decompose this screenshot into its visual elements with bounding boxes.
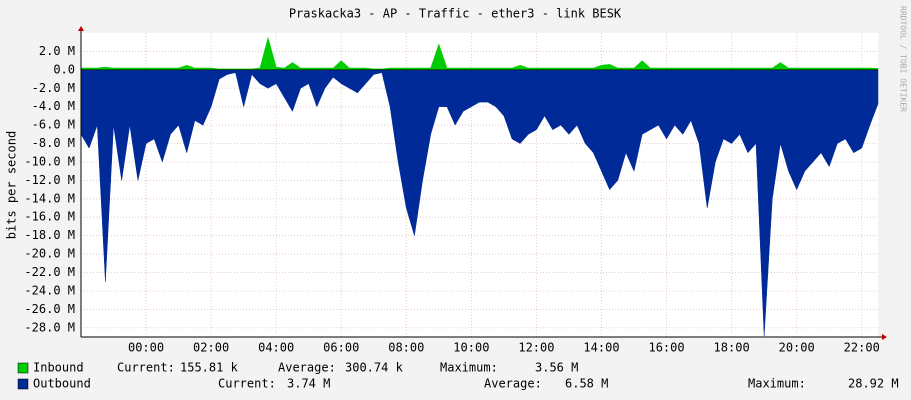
legend-stat-label: Average:	[484, 377, 542, 391]
watermark: RRDTOOL / TOBI OETIKER	[899, 6, 908, 112]
y-axis-label: bits per second	[5, 131, 19, 239]
y-tick-label: -22.0 M	[24, 265, 75, 279]
chart-title: Praskacka3 - AP - Traffic - ether3 - lin…	[289, 7, 622, 21]
x-tick-label: 22:00	[844, 341, 880, 355]
y-tick-label: 0.0	[53, 62, 75, 76]
y-tick-label: -14.0 M	[24, 191, 75, 205]
axis-arrow	[78, 26, 84, 31]
y-tick-label: 2.0 M	[39, 44, 75, 58]
y-tick-label: -20.0 M	[24, 247, 75, 261]
x-tick-label: 04:00	[258, 341, 294, 355]
x-tick-label: 14:00	[583, 341, 619, 355]
y-tick-label: -18.0 M	[24, 228, 75, 242]
y-tick-label: -26.0 M	[24, 302, 75, 316]
legend-stat-label: Maximum:	[440, 361, 498, 375]
legend-stat-value: 3.74 M	[287, 377, 330, 391]
x-tick-label: 08:00	[388, 341, 424, 355]
legend-stat-value: 3.56 M	[535, 361, 578, 375]
x-tick-label: 12:00	[518, 341, 554, 355]
axis-arrow	[882, 334, 887, 340]
legend-stat-label: Maximum:	[748, 377, 806, 391]
legend-swatch	[17, 378, 29, 390]
y-tick-label: -8.0 M	[32, 136, 75, 150]
x-tick-label: 02:00	[193, 341, 229, 355]
x-tick-label: 20:00	[779, 341, 815, 355]
y-tick-label: -10.0 M	[24, 154, 75, 168]
x-tick-label: 06:00	[323, 341, 359, 355]
area	[80, 69, 879, 337]
legend-stat-value: 6.58 M	[565, 377, 608, 391]
legend-stat-label: Current:	[117, 361, 175, 375]
legend-label: Inbound	[33, 361, 84, 375]
y-tick-label: -6.0 M	[32, 118, 75, 132]
legend-stat-label: Average:	[278, 361, 336, 375]
x-tick-label: 18:00	[714, 341, 750, 355]
legend-stat-value: 300.74 k	[345, 361, 404, 375]
y-tick-label: -12.0 M	[24, 173, 75, 187]
y-tick-label: -24.0 M	[24, 283, 75, 297]
y-tick-label: -4.0 M	[32, 99, 75, 113]
legend-stat-value: 28.92 M	[848, 377, 899, 391]
legend-swatch	[17, 362, 29, 374]
legend-stat-label: Current:	[218, 377, 276, 391]
y-tick-label: -16.0 M	[24, 210, 75, 224]
x-tick-label: 10:00	[453, 341, 489, 355]
x-tick-label: 16:00	[648, 341, 684, 355]
legend-stat-value: 155.81 k	[180, 361, 239, 375]
legend-label: Outbound	[33, 377, 91, 391]
area	[80, 36, 879, 71]
x-tick-label: 00:00	[128, 341, 164, 355]
y-tick-label: -2.0 M	[32, 81, 75, 95]
y-tick-label: -28.0 M	[24, 320, 75, 334]
